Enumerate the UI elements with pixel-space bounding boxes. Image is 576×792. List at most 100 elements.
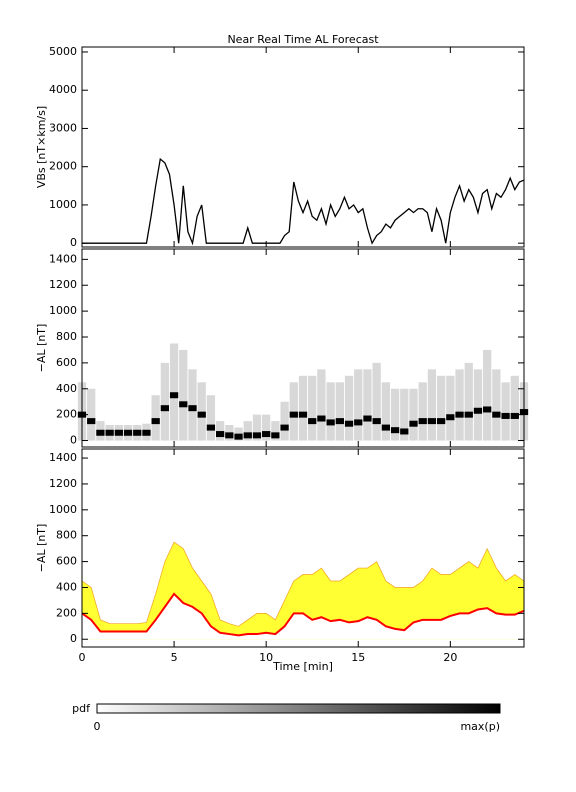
y-axis-title: −AL [nT] (35, 524, 48, 573)
y-tick-label: 200 (56, 408, 77, 421)
pdf-spread (344, 375, 354, 441)
pdf-spread (87, 388, 96, 441)
pdf-spread (151, 395, 160, 441)
pdf-peak (87, 418, 96, 425)
upper-line (81, 541, 525, 627)
pdf-peak (160, 405, 170, 412)
pdf-peak (142, 429, 151, 436)
pdf-peak (436, 418, 446, 425)
pdf-peak (197, 411, 206, 418)
y-tick-label: 5000 (49, 45, 77, 58)
pdf-peak (188, 405, 197, 412)
pdf-peak (354, 419, 363, 426)
pdf-peak (96, 429, 105, 436)
pdf-spread (418, 382, 427, 441)
x-tick-label: 20 (443, 651, 457, 664)
pdf-spread (409, 388, 418, 441)
pdf-spread (317, 369, 326, 441)
pdf-peak (390, 427, 400, 434)
pdf-spread (197, 382, 206, 441)
pdf-spread (390, 388, 400, 441)
pdf-spread (455, 369, 464, 441)
plot-frame (81, 448, 525, 648)
pdf-spread (243, 421, 252, 441)
pdf-spread (427, 369, 437, 441)
y-tick-label: 400 (56, 382, 77, 395)
pdf-peak (105, 429, 114, 436)
y-tick-label: 600 (56, 555, 77, 568)
y-tick-label: 2000 (49, 160, 77, 173)
pdf-spread (289, 382, 298, 441)
pdf-peak (123, 429, 133, 436)
pdf-peak (381, 424, 391, 431)
pdf-peak (464, 411, 473, 418)
pdf-peak (243, 432, 252, 439)
pdf-peak (179, 401, 188, 408)
pdf-peak (271, 432, 280, 439)
y-tick-label: 1000 (49, 198, 77, 211)
pdf-peak (372, 418, 381, 425)
pdf-spread (280, 401, 289, 441)
pdf-spread (308, 375, 317, 441)
vbs-line (82, 157, 525, 246)
pdf-peak (133, 429, 142, 436)
pdf-spread (510, 375, 519, 441)
pdf-peak (280, 424, 289, 431)
pdf-peak (510, 412, 519, 419)
x-tick-label: 5 (171, 651, 178, 664)
plot-frame (81, 248, 525, 448)
y-tick-label: 1000 (49, 503, 77, 516)
pdf-peak (335, 418, 344, 425)
pdf-spread (252, 414, 262, 441)
pdf-peak (169, 392, 179, 399)
pdf-peak (344, 420, 354, 427)
pdf-peak (427, 418, 437, 425)
pdf-peak (151, 418, 160, 425)
y-tick-label: 400 (56, 580, 77, 593)
pdf-peak (363, 415, 372, 422)
pdf-peak (215, 431, 225, 438)
pdf-spread (473, 369, 483, 441)
y-tick-label: 0 (70, 236, 77, 249)
pdf-peak (298, 411, 308, 418)
x-tick-label: 15 (351, 651, 365, 664)
pdf-peak (252, 432, 262, 439)
pdf-spread (188, 369, 197, 441)
x-tick-label: 0 (79, 651, 86, 664)
band-mask (82, 593, 524, 640)
pdf-spread (436, 375, 446, 441)
y-tick-label: 3000 (49, 121, 77, 134)
pdf-spread (372, 362, 381, 441)
pdf-spread (169, 343, 179, 441)
pdf-peak (114, 429, 123, 436)
pdf-spread (363, 369, 372, 441)
plot-frame (81, 46, 525, 248)
pdf-peak (501, 412, 510, 419)
pdf-spread (501, 382, 510, 441)
colorbar-min: 0 (94, 720, 101, 733)
pdf-spread (354, 369, 363, 441)
pdf-spread (326, 382, 335, 441)
pdf-peak (317, 415, 326, 422)
pdf-spread (492, 369, 501, 441)
pdf-peak (326, 419, 335, 426)
pdf-spread (262, 414, 271, 441)
pdf-peak (225, 432, 234, 439)
pdf-spread (298, 375, 308, 441)
y-tick-label: 1000 (49, 304, 77, 317)
y-axis-title: VBs [nT×km/s] (35, 106, 48, 188)
pdf-peak (418, 418, 427, 425)
y-tick-label: 800 (56, 529, 77, 542)
pdf-peak (492, 411, 501, 418)
pdf-spread (335, 382, 344, 441)
pdf-spread (215, 421, 225, 441)
pdf-spread (271, 421, 280, 441)
pdf-peak (473, 407, 483, 414)
y-tick-label: 800 (56, 330, 77, 343)
y-tick-label: 1400 (49, 252, 77, 265)
pdf-peak (206, 424, 216, 431)
y-tick-label: 1200 (49, 477, 77, 490)
pdf-peak (289, 411, 298, 418)
y-tick-label: 4000 (49, 83, 77, 96)
y-tick-label: 0 (70, 632, 77, 645)
